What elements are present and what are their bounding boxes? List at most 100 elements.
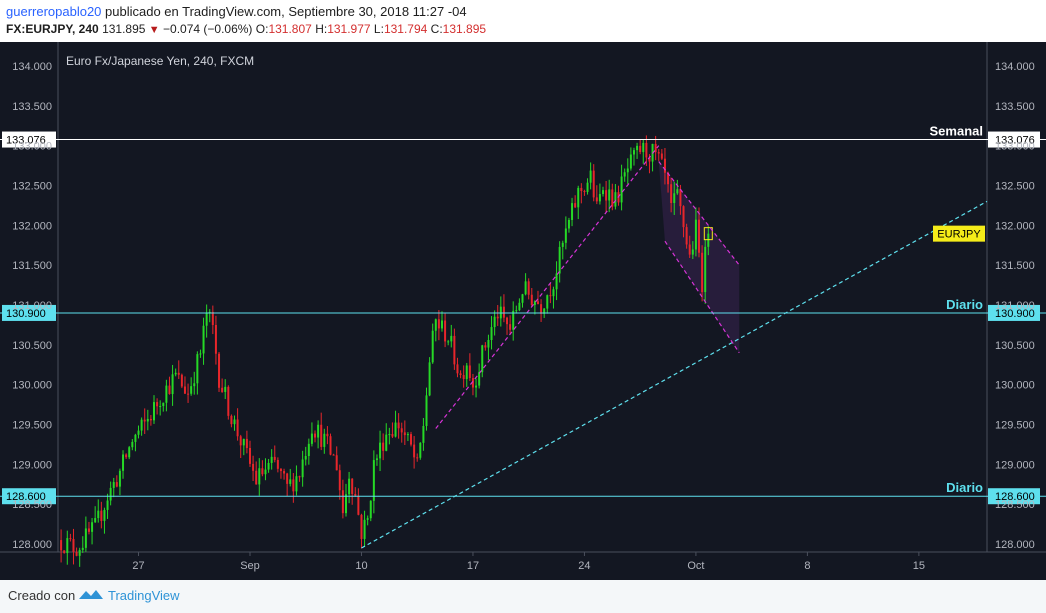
low-label: L: [373, 22, 384, 36]
level-price-tag-left [2, 488, 56, 505]
candle-body [416, 457, 419, 459]
candle-body [431, 330, 434, 363]
down-triangle-icon: ▼ [148, 24, 160, 36]
candle-body [468, 365, 471, 379]
candle-body [97, 510, 100, 519]
candle-body [190, 386, 193, 394]
tradingview-link[interactable]: TradingView [108, 588, 180, 603]
candle-body [224, 386, 227, 392]
candle-body [543, 308, 546, 314]
candle-body [571, 203, 574, 220]
candle-body [366, 518, 369, 520]
level-price-tag-right [988, 488, 1040, 505]
candle-body [255, 470, 258, 485]
y-tick-label-left: 132.000 [12, 220, 52, 232]
price-chart[interactable]: Semanal 133.076 133.076 Diario 130.900 130.90… [0, 42, 1046, 580]
candle-body [289, 479, 292, 484]
candle-body [134, 434, 137, 442]
candle-body [410, 434, 413, 445]
level-price-tag-right [988, 131, 1040, 148]
footer: Creado con TradingView [0, 580, 1046, 613]
candle-body [242, 438, 245, 446]
level-price-left: 133.076 [6, 135, 46, 147]
candle-body [385, 434, 388, 451]
candle-body [360, 514, 363, 539]
candle-body [481, 345, 484, 373]
y-tick-label-right: 128.000 [995, 539, 1035, 551]
y-tick-label-left: 133.000 [12, 141, 52, 153]
candle-body [688, 244, 691, 255]
candle-body [264, 469, 267, 475]
candle-body [555, 273, 558, 290]
candle-body [320, 424, 323, 447]
candle-body [301, 459, 304, 478]
candle-body [211, 311, 214, 325]
candle-body [156, 402, 159, 407]
ohlc-line: FX:EURJPY, 240 131.895 ▼ −0.074 (−0.06%)… [6, 22, 486, 36]
candle-body [91, 522, 94, 532]
candle-body [490, 327, 493, 341]
candle-body [632, 150, 635, 155]
candle-body [177, 372, 180, 375]
candle-body [552, 289, 555, 297]
candle-body [146, 418, 149, 422]
level-price-tag-left [2, 304, 56, 321]
candle-body [549, 295, 552, 297]
candle-body [162, 402, 165, 407]
tradingview-logo-icon [79, 590, 103, 599]
candle-body [270, 456, 273, 463]
candle-body [310, 433, 313, 444]
candle-body [66, 538, 69, 554]
candle-body [131, 441, 134, 448]
username-link[interactable]: guerreropablo20 [6, 4, 102, 19]
candle-body [453, 335, 456, 365]
candle-body [165, 385, 168, 403]
candle-body [112, 482, 115, 488]
y-tick-label-left: 129.500 [12, 420, 52, 432]
candle-body [106, 500, 109, 510]
candle-body [304, 456, 307, 460]
high-label: H: [315, 22, 328, 36]
y-tick-label-left: 129.000 [12, 459, 52, 471]
candle-body [159, 406, 162, 408]
candle-body [626, 168, 629, 173]
level-price-right: 130.900 [995, 308, 1035, 320]
candle-body [413, 444, 416, 458]
candle-body [546, 295, 549, 309]
candle-body [459, 373, 462, 376]
candle-body [608, 189, 611, 201]
close-label: C: [430, 22, 443, 36]
change-value: −0.074 (−0.06%) [163, 22, 253, 36]
candle-body [375, 458, 378, 461]
candle-body [698, 219, 701, 253]
candle-body [595, 197, 598, 202]
candle-body [580, 187, 583, 192]
y-tick-label-left: 130.000 [12, 380, 52, 392]
candle-body [341, 490, 344, 514]
candle-body [493, 316, 496, 328]
candle-body [478, 372, 481, 386]
candle-body [444, 320, 447, 342]
x-tick-label: 10 [355, 560, 367, 572]
candle-body [149, 418, 152, 421]
candle-body [403, 432, 406, 436]
candle-body [462, 375, 465, 380]
candle-body [533, 301, 536, 305]
candle-body [137, 430, 140, 435]
y-tick-label-right: 134.000 [995, 61, 1035, 73]
candle-body [667, 172, 670, 185]
candle-body [450, 335, 453, 342]
candle-body [369, 500, 372, 519]
candle-body [199, 353, 202, 355]
candle-body [496, 316, 499, 319]
candle-body [292, 479, 295, 492]
candle-body [261, 468, 264, 475]
candle-body [205, 312, 208, 326]
candle-body [335, 455, 338, 471]
candle-body [317, 424, 320, 438]
candle-body [645, 142, 648, 158]
candle-body [694, 219, 697, 250]
candle-body [428, 362, 431, 396]
candle-body [487, 340, 490, 348]
candle-body [654, 143, 657, 153]
